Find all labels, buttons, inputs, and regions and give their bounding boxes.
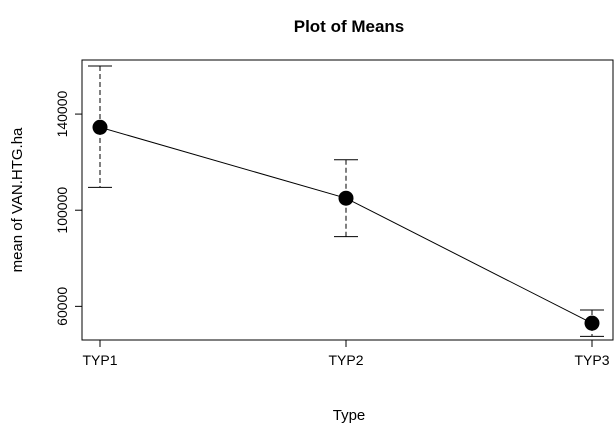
x-tick-label: TYP2 [328,352,363,368]
y-axis-label: mean of VAN.HTG.ha [9,127,26,272]
plot-layer [88,65,604,337]
x-axis-label: Type [333,407,366,424]
mean-point [92,119,108,135]
y-tick-label: 140000 [54,91,70,138]
y-axis: 60000 100000 140000 [54,91,82,326]
plot-area-frame [81,59,614,341]
x-axis: TYP1 TYP2 TYP3 [82,340,610,368]
y-tick-label: 60000 [54,287,70,326]
mean-point [338,190,354,206]
y-tick-label: 100000 [54,187,70,234]
chart-title: Plot of Means [294,17,405,36]
x-tick-label: TYP1 [82,352,117,368]
x-tick-label: TYP3 [574,352,609,368]
mean-point [584,315,600,331]
